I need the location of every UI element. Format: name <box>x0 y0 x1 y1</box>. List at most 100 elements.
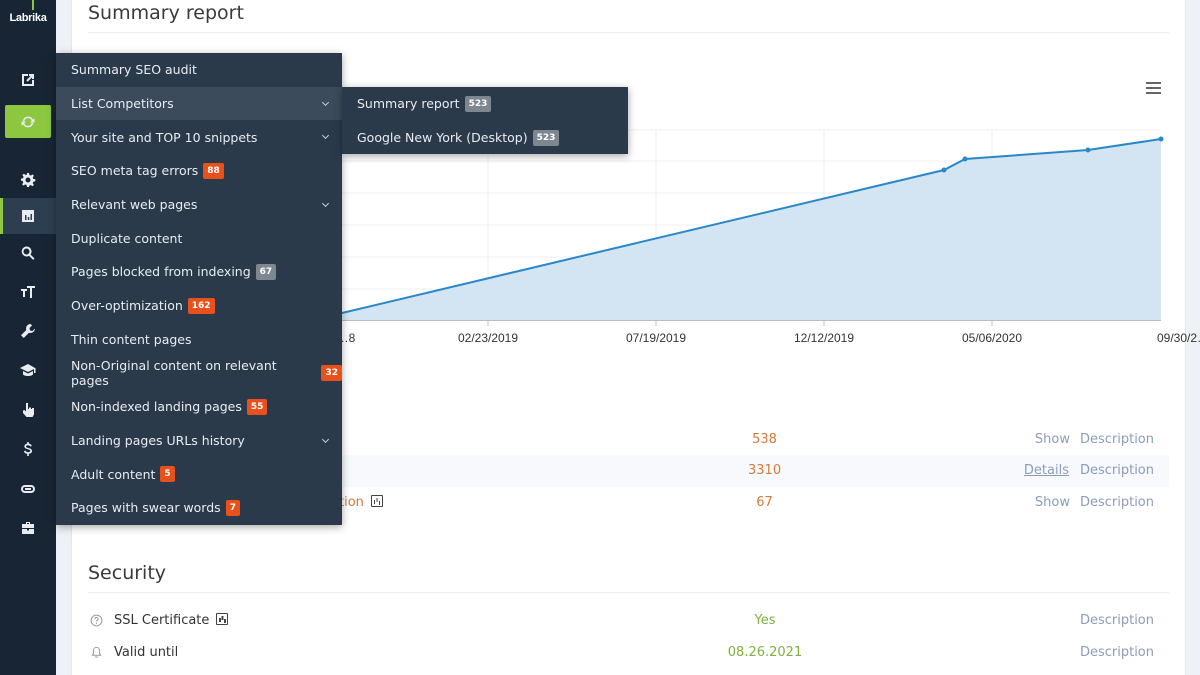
menu-item-thin-content[interactable]: Thin content pages <box>56 323 342 357</box>
menu-item-label: Over-optimization <box>71 298 183 314</box>
hamburger-icon-bar <box>1146 82 1161 84</box>
menu-item-label: Adult content <box>71 466 156 482</box>
chevron-down-icon <box>321 435 330 443</box>
chart-menu-button[interactable] <box>1146 82 1161 94</box>
sidebar-item-text-size[interactable] <box>0 274 56 310</box>
menu-item-label: Non-Original content on relevant pages <box>71 358 277 389</box>
x-tick-label: 09/30/2… <box>1157 331 1200 345</box>
x-tick-label: 05/06/2020 <box>961 331 1023 345</box>
search-icon <box>21 246 35 260</box>
row-value: 08.26.2021 <box>727 645 803 660</box>
x-tick-label: 12/12/2019 <box>793 331 855 345</box>
count-badge: 67 <box>255 263 277 280</box>
menu-item-label: Summary SEO audit <box>71 62 197 78</box>
external-link-icon <box>22 74 34 86</box>
description-link[interactable]: Description <box>1079 463 1154 478</box>
menu-item-adult-content[interactable]: Adult content 5 <box>56 457 342 491</box>
chart-icon[interactable] <box>370 495 383 507</box>
pointer-hand-icon <box>23 403 34 417</box>
submenu-item-google-new-york[interactable]: Google New York (Desktop) 523 <box>342 121 628 155</box>
count-badge: 88 <box>203 162 224 179</box>
chart-icon[interactable] <box>216 613 229 625</box>
menu-item-top10-snippets[interactable]: Your site and TOP 10 snippets <box>56 120 342 154</box>
row-value: 3310 <box>748 463 782 478</box>
chevron-down-icon <box>321 98 330 106</box>
menu-item-over-optimization[interactable]: Over-optimization 162 <box>56 289 342 323</box>
sidebar: Labrika <box>0 0 56 675</box>
graduation-cap-icon <box>20 364 36 376</box>
question-circle-icon[interactable] <box>90 614 103 627</box>
x-tick-label: 07/19/2019 <box>625 331 687 345</box>
show-link[interactable]: Show <box>1034 432 1070 447</box>
sidebar-item-links[interactable] <box>0 471 56 507</box>
page-title: Summary report <box>88 2 244 24</box>
sidebar-item-click[interactable] <box>0 392 56 428</box>
count-badge: 32 <box>321 365 342 382</box>
sidebar-item-search[interactable] <box>0 235 56 271</box>
row-value: Yes <box>754 613 776 628</box>
sidebar-item-billing[interactable] <box>0 431 56 467</box>
count-badge: 162 <box>187 297 215 314</box>
row-value: 67 <box>756 495 773 510</box>
count-badge: 7 <box>225 499 240 516</box>
submenu-item-summary-report[interactable]: Summary report 523 <box>342 87 628 121</box>
details-link[interactable]: Details <box>1023 463 1069 478</box>
competitors-submenu: Summary report 523 Google New York (Deskt… <box>342 87 628 155</box>
chevron-down-icon <box>321 199 330 207</box>
menu-item-label: Summary report <box>357 96 460 112</box>
divider <box>88 32 1169 33</box>
row-label-text: SSL Certificate <box>114 613 210 628</box>
menu-item-list-competitors[interactable]: List Competitors <box>56 86 342 121</box>
link-icon <box>21 485 35 493</box>
chevron-down-icon <box>321 132 330 140</box>
menu-item-label: Pages blocked from indexing <box>71 264 251 280</box>
count-badge: 523 <box>464 95 492 112</box>
sidebar-item-sync[interactable] <box>5 105 51 138</box>
wrench-icon <box>21 324 35 338</box>
count-badge: 523 <box>532 129 560 146</box>
menu-item-label: Landing pages URLs history <box>71 432 245 448</box>
menu-item-label: Pages with swear words <box>71 500 221 516</box>
hamburger-icon-bar <box>1146 92 1161 94</box>
hamburger-icon-bar <box>1146 87 1161 89</box>
sidebar-item-settings[interactable] <box>0 162 56 198</box>
logo-text: Labrika <box>9 12 47 24</box>
table-row: 538 Show Description <box>88 424 1169 456</box>
menu-item-summary-seo-audit[interactable]: Summary SEO audit <box>56 53 342 87</box>
sidebar-item-external-link[interactable] <box>0 62 56 98</box>
sync-icon <box>21 116 35 127</box>
section-title-security: Security <box>88 562 167 584</box>
sidebar-item-briefcase[interactable] <box>0 510 56 546</box>
menu-item-seo-meta-tag-errors[interactable]: SEO meta tag errors 88 <box>56 154 342 188</box>
security-row-ssl: SSL Certificate Yes Description <box>88 605 1169 637</box>
sidebar-item-tools[interactable] <box>0 313 56 349</box>
dollar-icon <box>23 442 32 456</box>
security-row-valid-until: Valid until 08.26.2021 Description <box>88 637 1169 669</box>
description-link[interactable]: Description <box>1079 613 1154 628</box>
menu-item-label: Duplicate content <box>71 230 183 246</box>
menu-item-duplicate-content[interactable]: Duplicate content <box>56 221 342 255</box>
menu-item-label: List Competitors <box>71 96 174 112</box>
bar-chart-icon <box>22 210 34 222</box>
menu-item-label: Non-indexed landing pages <box>71 399 242 415</box>
menu-item-swear-words[interactable]: Pages with swear words 7 <box>56 491 342 525</box>
menu-item-non-indexed-landing[interactable]: Non-indexed landing pages 55 <box>56 390 342 424</box>
menu-item-label: Relevant web pages <box>71 197 198 213</box>
row-value: 538 <box>752 432 777 447</box>
description-link[interactable]: Description <box>1079 432 1154 447</box>
menu-item-relevant-web-pages[interactable]: Relevant web pages <box>56 188 342 222</box>
reports-dropdown-menu: Summary SEO audit List Competitors Your … <box>56 53 342 525</box>
menu-item-non-original-content[interactable]: Non-Original content on relevant pages 32 <box>56 356 342 390</box>
sidebar-item-reports[interactable] <box>0 198 56 234</box>
logo[interactable]: Labrika <box>0 0 56 40</box>
menu-item-label: SEO meta tag errors <box>71 163 199 179</box>
menu-item-landing-urls-history[interactable]: Landing pages URLs history <box>56 424 342 458</box>
sidebar-item-education[interactable] <box>0 352 56 388</box>
menu-item-pages-blocked[interactable]: Pages blocked from indexing 67 <box>56 255 342 289</box>
menu-item-label: Your site and TOP 10 snippets <box>71 129 258 145</box>
description-link[interactable]: Description <box>1079 495 1154 510</box>
show-link[interactable]: Show <box>1034 495 1070 510</box>
gear-icon <box>21 173 36 187</box>
description-link[interactable]: Description <box>1079 645 1154 660</box>
divider <box>88 592 1169 593</box>
